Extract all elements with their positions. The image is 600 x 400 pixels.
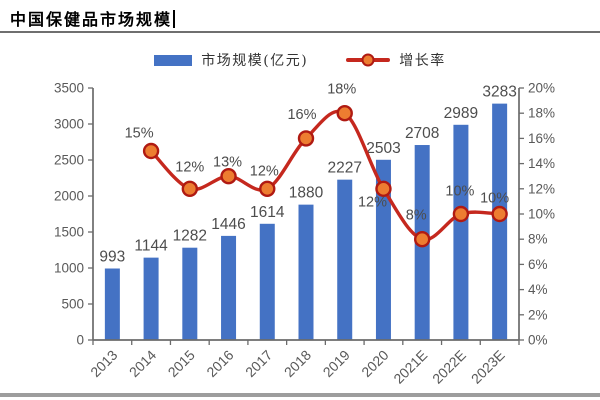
- title-row: 中国保健品市场规模: [10, 6, 175, 30]
- x-tick-label-2019: 2019: [320, 347, 353, 380]
- x-tick-label-2015: 2015: [165, 347, 198, 380]
- x-tick-label-2014: 2014: [126, 347, 159, 380]
- growth-label-2016: 13%: [213, 155, 242, 171]
- left-axis-tick-label-3500: 3500: [54, 81, 84, 96]
- bar-2015: [182, 247, 198, 340]
- title-divider: [0, 31, 600, 33]
- growth-marker-2014: [142, 142, 160, 160]
- bar-series-swatch-icon: [154, 54, 193, 66]
- chart-legend: 市场规模(亿元) 增长率: [0, 50, 600, 70]
- growth-label-2020: 12%: [358, 194, 387, 210]
- growth-marker-2018: [297, 130, 315, 147]
- text-cursor: [173, 10, 175, 28]
- bar-2018: [298, 204, 314, 340]
- growth-marker-2021E: [413, 230, 431, 248]
- x-tick-label-2023E: 2023E: [468, 347, 508, 387]
- x-tick-label-2021E: 2021E: [390, 347, 430, 387]
- right-axis-tick-label-10%: 10%: [528, 207, 555, 222]
- bar-2020: [375, 159, 391, 340]
- bar-2013: [104, 268, 120, 340]
- right-axis-tick-label-0%: 0%: [528, 333, 548, 348]
- left-axis-tick-label-1000: 1000: [54, 261, 84, 276]
- left-axis-tick-label-500: 500: [61, 297, 84, 312]
- legend-label-market-size: 市场规模(亿元): [201, 53, 309, 69]
- right-axis-tick-label-14%: 14%: [528, 156, 555, 171]
- bar-2022E: [453, 124, 469, 341]
- growth-marker-2023E: [491, 205, 508, 223]
- growth-label-2015: 12%: [175, 159, 204, 175]
- bar-value-label-2018: 1880: [289, 185, 324, 202]
- bar-value-label-2019: 2227: [327, 160, 361, 177]
- x-tick-label-2020: 2020: [358, 347, 391, 380]
- growth-marker-2017: [259, 180, 276, 198]
- growth-label-2019: 18%: [327, 82, 356, 98]
- right-axis-tick-label-20%: 20%: [528, 81, 555, 96]
- left-axis-tick-label-2000: 2000: [54, 189, 84, 204]
- bar-value-label-2015: 1282: [173, 228, 207, 245]
- bar-2014: [143, 257, 159, 340]
- bar-value-label-2016: 1446: [211, 216, 245, 233]
- line-series-swatch-icon: [346, 53, 391, 67]
- growth-label-2014: 15%: [125, 126, 154, 142]
- page-title[interactable]: 中国保健品市场规模: [10, 10, 173, 29]
- left-axis-tick-label-1500: 1500: [54, 225, 84, 240]
- growth-label-2022E: 10%: [445, 184, 474, 200]
- legend-item-market-size[interactable]: 市场规模(亿元): [154, 50, 308, 70]
- growth-label-2017: 12%: [250, 163, 279, 179]
- bar-value-label-2014: 1144: [134, 238, 168, 255]
- bar-value-label-2013: 993: [99, 249, 125, 266]
- bar-value-label-2017: 1614: [250, 204, 285, 221]
- x-tick-label-2018: 2018: [281, 347, 314, 380]
- x-tick-label-2016: 2016: [203, 347, 236, 380]
- legend-item-growth-rate[interactable]: 增长率: [346, 50, 446, 70]
- x-tick-label-2013: 2013: [87, 347, 120, 380]
- right-axis-tick-label-4%: 4%: [528, 282, 548, 297]
- growth-marker-2022E: [452, 205, 470, 223]
- bar-value-label-2021E: 2708: [405, 125, 439, 142]
- bar-2017: [259, 223, 275, 340]
- right-axis-tick-label-16%: 16%: [528, 131, 555, 146]
- left-axis-tick-label-0: 0: [76, 333, 84, 348]
- bar-value-label-2020: 2503: [366, 140, 400, 157]
- growth-marker-2019: [336, 105, 353, 122]
- right-axis-tick-label-6%: 6%: [528, 257, 548, 272]
- right-axis-tick-label-12%: 12%: [528, 181, 555, 196]
- bar-value-label-2023E: 3283: [482, 84, 516, 101]
- bar-2019: [337, 179, 353, 340]
- x-tick-label-2017: 2017: [242, 347, 275, 380]
- growth-marker-2015: [181, 180, 199, 198]
- x-tick-label-2022E: 2022E: [429, 347, 469, 387]
- growth-line: [149, 109, 502, 242]
- legend-label-growth-rate: 增长率: [399, 53, 446, 69]
- growth-marker-2016: [220, 167, 237, 185]
- bar-value-label-2022E: 2989: [444, 105, 478, 122]
- line-marker-dot-icon: [361, 53, 375, 67]
- chart-canvas[interactable]: 0 500 1000 1500 2000 2500 3000 3500 0% 2% 4% 6% 8% 10…: [0, 70, 600, 400]
- right-axis-tick-label-8%: 8%: [528, 232, 548, 247]
- growth-label-2023E: 10%: [480, 191, 509, 207]
- window-bottom-edge: [0, 393, 600, 397]
- growth-label-2018: 16%: [287, 107, 316, 123]
- growth-label-2021E: 8%: [406, 208, 427, 224]
- left-axis-tick-label-2500: 2500: [54, 153, 84, 168]
- bar-2016: [221, 235, 237, 340]
- right-axis-tick-label-2%: 2%: [528, 307, 548, 322]
- growth-marker-2020: [375, 180, 392, 198]
- right-axis-tick-label-18%: 18%: [528, 106, 555, 121]
- left-axis-tick-label-3000: 3000: [54, 117, 84, 132]
